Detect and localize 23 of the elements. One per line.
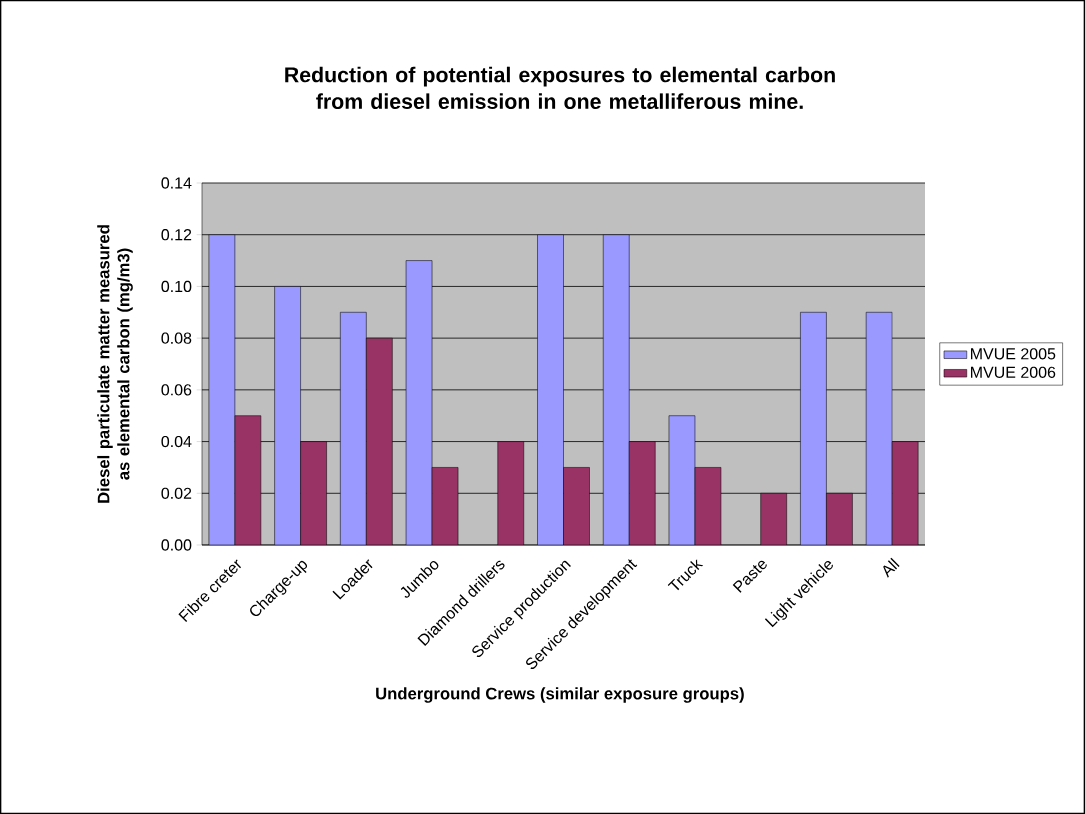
chart-title: Reduction of potential exposures to elemental carbon from diesel emission in one metalliferous mine. [285, 66, 835, 110]
legend-label: MVUE 2005 [971, 348, 1056, 360]
bar [537, 234, 564, 545]
x-axis-title: Underground Crews (similar exposure groups) [376, 687, 744, 703]
x-tick-label: All [883, 557, 900, 578]
bar [340, 312, 367, 545]
y-tick-label: 0.02 [161, 487, 192, 499]
bar [274, 286, 301, 545]
y-tick-label: 0.08 [161, 332, 192, 344]
legend-label: MVUE 2006 [971, 366, 1056, 378]
y-tick-label: 0.06 [161, 384, 192, 396]
bar [865, 312, 893, 545]
bar [406, 260, 433, 545]
bar [668, 415, 695, 545]
y-tick-label: 0.04 [161, 435, 192, 448]
y-tick-label: 0.12 [161, 229, 192, 241]
bar [208, 234, 235, 545]
y-tick-label: 0.14 [161, 177, 192, 189]
y-axis-title: Diesel particulate matter measured as elemental carbon (mg/m3) [97, 225, 133, 503]
y-tick-label: 0.10 [161, 280, 192, 293]
bar [603, 234, 630, 545]
bar [800, 312, 827, 545]
y-tick-label: 0.00 [161, 539, 192, 551]
